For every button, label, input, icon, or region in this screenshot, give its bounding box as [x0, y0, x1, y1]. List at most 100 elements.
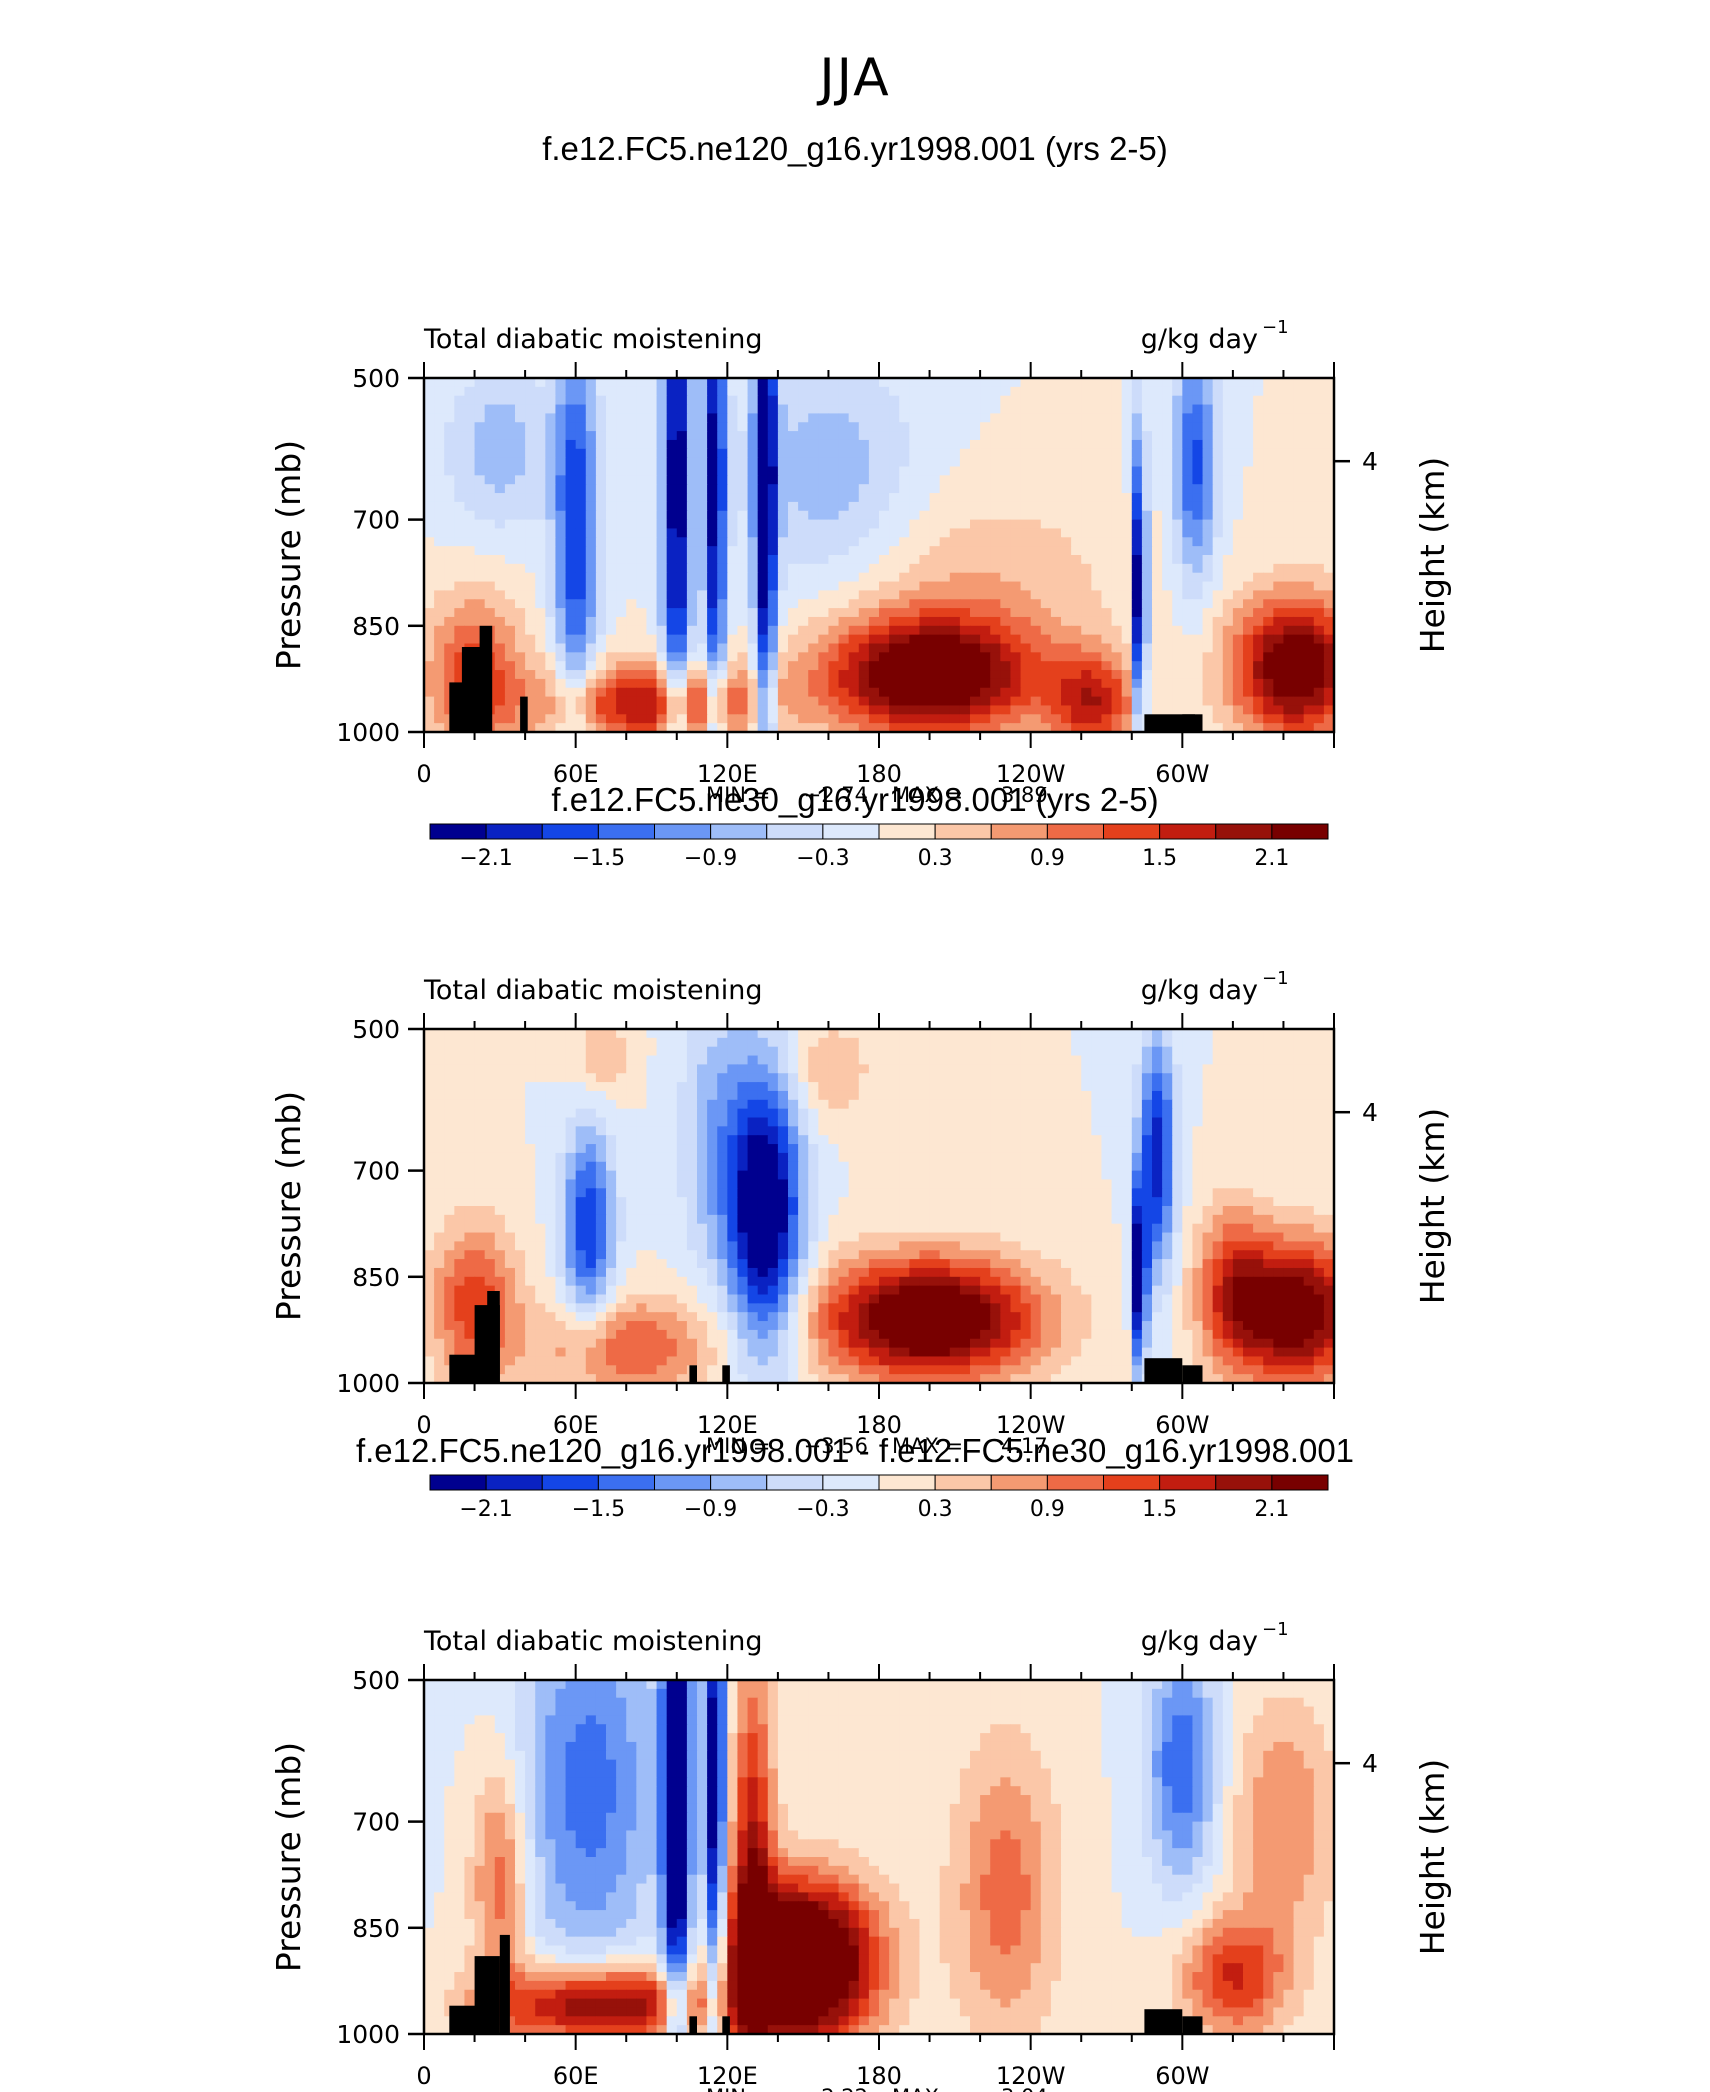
heatmap-cell: [515, 1126, 526, 1135]
heatmap-cell: [1172, 582, 1183, 591]
heatmap-cell: [859, 378, 870, 387]
heatmap-cell: [1031, 617, 1042, 626]
heatmap-cell: [828, 1038, 839, 1047]
heatmap-cell: [758, 405, 769, 414]
heatmap-cell: [566, 670, 577, 679]
heatmap-cell: [646, 697, 657, 706]
heatmap-cell: [818, 608, 829, 617]
heatmap-cell: [707, 413, 718, 422]
heatmap-cell: [940, 378, 951, 387]
heatmap-cell: [424, 697, 435, 706]
heatmap-cell: [495, 564, 506, 573]
heatmap-cell: [1192, 405, 1203, 414]
heatmap-cell: [869, 1056, 880, 1065]
heatmap-cell: [1041, 573, 1052, 582]
heatmap-cell: [1182, 1056, 1193, 1065]
heatmap-cell: [828, 679, 839, 688]
heatmap-cell: [1071, 1029, 1082, 1038]
heatmap-cell: [879, 413, 890, 422]
heatmap-cell: [1000, 688, 1011, 697]
heatmap-cell: [788, 1100, 799, 1109]
heatmap-cell: [899, 484, 910, 493]
heatmap-cell: [1213, 1064, 1224, 1073]
heatmap-cell: [434, 431, 445, 440]
heatmap-cell: [667, 652, 678, 661]
heatmap-cell: [1041, 608, 1052, 617]
heatmap-cell: [808, 537, 819, 546]
heatmap-cell: [798, 431, 809, 440]
heatmap-cell: [899, 431, 910, 440]
heatmap-cell: [1122, 378, 1133, 387]
heatmap-cell: [424, 1100, 435, 1109]
heatmap-cell: [454, 582, 465, 591]
heatmap-cell: [1233, 484, 1244, 493]
heatmap-cell: [899, 458, 910, 467]
heatmap-cell: [1132, 502, 1143, 511]
heatmap-cell: [919, 670, 930, 679]
heatmap-cell: [636, 590, 647, 599]
heatmap-cell: [879, 528, 890, 537]
heatmap-cell: [930, 652, 941, 661]
heatmap-cell: [970, 502, 981, 511]
heatmap-cell: [849, 440, 860, 449]
heatmap-cell: [1213, 1118, 1224, 1127]
heatmap-cell: [1122, 617, 1133, 626]
heatmap-cell: [889, 440, 900, 449]
heatmap-cell: [1071, 661, 1082, 670]
heatmap-cell: [495, 582, 506, 591]
heatmap-cell: [717, 493, 728, 502]
heatmap-cell: [727, 1135, 738, 1144]
heatmap-cell: [839, 573, 850, 582]
heatmap-cell: [1051, 440, 1062, 449]
heatmap-cell: [889, 697, 900, 706]
heatmap-cell: [980, 1047, 991, 1056]
heatmap-cell: [1000, 467, 1011, 476]
heatmap-cell: [626, 1047, 637, 1056]
heatmap-cell: [1081, 697, 1092, 706]
heatmap-cell: [1304, 705, 1315, 714]
heatmap-cell: [606, 635, 617, 644]
heatmap-cell: [1162, 608, 1173, 617]
heatmap-cell: [1223, 440, 1234, 449]
heatmap-cell: [1192, 635, 1203, 644]
heatmap-cell: [1122, 599, 1133, 608]
heatmap-cell: [586, 1100, 597, 1109]
heatmap-cell: [1132, 564, 1143, 573]
heatmap-cell: [1243, 511, 1254, 520]
heatmap-cell: [1142, 670, 1153, 679]
heatmap-cell: [798, 493, 809, 502]
heatmap-cell: [1031, 564, 1042, 573]
heatmap-cell: [950, 688, 961, 697]
heatmap-cell: [545, 1038, 556, 1047]
heatmap-cell: [808, 1038, 819, 1047]
heatmap-cell: [818, 1047, 829, 1056]
heatmap-cell: [1263, 387, 1274, 396]
heatmap-cell: [626, 484, 637, 493]
heatmap-cell: [424, 617, 435, 626]
heatmap-cell: [798, 449, 809, 458]
heatmap-cell: [687, 1109, 698, 1118]
heatmap-cell: [788, 1073, 799, 1082]
heatmap-cell: [1021, 1091, 1032, 1100]
heatmap-cell: [1314, 458, 1325, 467]
units-label: g/kg day: [1141, 975, 1258, 1006]
heatmap-cell: [646, 608, 657, 617]
heatmap-cell: [990, 705, 1001, 714]
heatmap-cell: [424, 1038, 435, 1047]
heatmap-cell: [424, 590, 435, 599]
heatmap-cell: [1152, 440, 1163, 449]
heatmap-cell: [1142, 1126, 1153, 1135]
heatmap-cell: [555, 582, 566, 591]
heatmap-cell: [1263, 564, 1274, 573]
heatmap-cell: [576, 679, 587, 688]
heatmap-cell: [818, 422, 829, 431]
heatmap-cell: [1132, 1109, 1143, 1118]
heatmap-cell: [778, 555, 789, 564]
heatmap-cell: [1081, 1056, 1092, 1065]
heatmap-cell: [869, 422, 880, 431]
heatmap-cell: [1132, 590, 1143, 599]
heatmap-cell: [727, 1144, 738, 1153]
heatmap-cell: [677, 1082, 688, 1091]
heatmap-cell: [586, 1126, 597, 1135]
heatmap-cell: [1091, 573, 1102, 582]
